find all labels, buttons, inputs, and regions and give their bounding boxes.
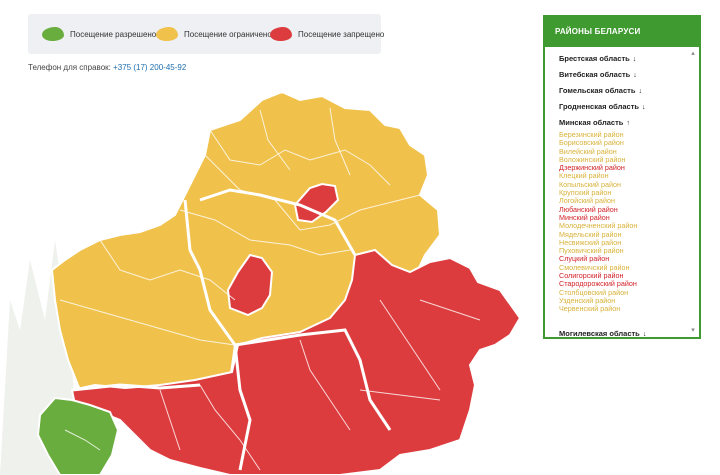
region-item-mogilev[interactable]: Могилевская область ↓ xyxy=(559,328,647,338)
belarus-map[interactable] xyxy=(0,80,530,475)
district-item[interactable]: Слуцкий район xyxy=(559,254,610,264)
district-item[interactable]: Молодечненский район xyxy=(559,221,638,231)
region-item-minsk[interactable]: Минская область ↑ xyxy=(559,118,630,127)
legend: Посещение разрешено Посещение ограничено… xyxy=(28,14,384,54)
district-item[interactable]: Борисовский район xyxy=(559,138,624,148)
district-item[interactable]: Стародорожский район xyxy=(559,279,637,289)
region-forbidden-area[interactable] xyxy=(70,248,522,475)
district-item[interactable]: Пуховичский район xyxy=(559,246,624,256)
district-item[interactable]: Мядельский район xyxy=(559,229,622,239)
panel-title: РАЙОНЫ БЕЛАРУСИ xyxy=(545,17,699,47)
phone-info: Телефон для справок: +375 (17) 200-45-92 xyxy=(28,63,186,72)
arrow-down-icon: ↓ xyxy=(632,56,637,63)
arrow-down-icon: ↓ xyxy=(642,104,646,111)
oblast-borders xyxy=(71,188,392,471)
arrow-up-icon: ↑ xyxy=(626,120,630,127)
region-item-gomel[interactable]: Гомельская область ↓ xyxy=(559,86,642,95)
arrow-down-icon: ↓ xyxy=(642,330,647,338)
restricted-color-swatch xyxy=(156,27,178,41)
scroll-down-icon[interactable]: ▾ xyxy=(691,327,695,334)
arrow-down-icon: ↓ xyxy=(638,88,642,95)
district-item[interactable]: Узденский район xyxy=(559,295,616,305)
legend-allowed: Посещение разрешено xyxy=(42,26,156,42)
district-item[interactable]: Логойский район xyxy=(559,196,615,206)
legend-restricted-label: Посещение ограничено xyxy=(184,29,272,39)
region-item-brest[interactable]: Брестская область ↓ xyxy=(559,54,637,63)
phone-label: Телефон для справок: xyxy=(28,63,111,72)
district-item[interactable]: Любанский район xyxy=(559,204,618,214)
districts-panel[interactable]: РАЙОНЫ БЕЛАРУСИ ▴ Брестская область ↓ Вит… xyxy=(543,15,701,339)
legend-restricted: Посещение ограничено xyxy=(156,26,272,42)
legend-forbidden: Посещение запрещено xyxy=(270,26,384,42)
district-item[interactable]: Копыльский район xyxy=(559,179,621,189)
region-list: Брестская область ↓ Витебская область ↓ Го… xyxy=(559,51,689,342)
district-item[interactable]: Червенский район xyxy=(559,304,621,314)
district-item[interactable]: Крупский район xyxy=(559,188,612,198)
region-item-vitebsk[interactable]: Витебская область ↓ xyxy=(559,70,637,79)
phone-number[interactable]: +375 (17) 200-45-92 xyxy=(113,63,187,72)
district-item[interactable]: Минский район xyxy=(559,212,610,222)
minsk-district-list: Березинский район Борисовский район Вилейс… xyxy=(559,130,689,314)
allowed-color-swatch xyxy=(42,27,64,41)
district-item[interactable]: Дзержинский район xyxy=(559,163,625,173)
legend-allowed-label: Посещение разрешено xyxy=(70,29,157,39)
district-item[interactable]: Березинский район xyxy=(559,130,624,139)
legend-forbidden-label: Посещение запрещено xyxy=(298,29,385,39)
region-forbidden-spot-north[interactable] xyxy=(293,182,340,224)
district-item[interactable]: Вилейский район xyxy=(559,146,617,156)
arrow-down-icon: ↓ xyxy=(633,72,637,79)
district-item[interactable]: Смолевичский район xyxy=(559,262,630,272)
district-item[interactable]: Столбцовский район xyxy=(559,287,629,297)
district-item[interactable]: Клецкий район xyxy=(559,171,609,181)
forbidden-color-swatch xyxy=(270,27,292,41)
district-item[interactable]: Солигорский район xyxy=(559,271,624,281)
region-item-grodno[interactable]: Гродненская область ↓ xyxy=(559,102,646,111)
district-item[interactable]: Несвижский район xyxy=(559,237,622,247)
scroll-up-icon[interactable]: ▴ xyxy=(691,50,695,57)
district-item[interactable]: Воложинский район xyxy=(559,154,626,164)
region-forbidden-spot-center[interactable] xyxy=(226,253,274,317)
